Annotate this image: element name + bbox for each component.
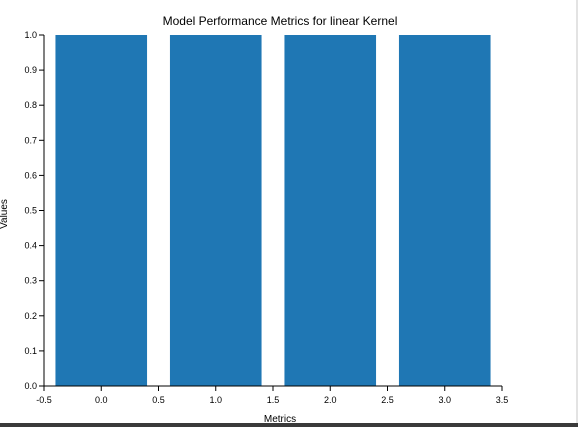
x-axis: -0.5 0.0 0.5 1.0 1.5 2.0 2.5 3.0 3.5 [36, 385, 509, 405]
y-tick-label-10: 1.0 [24, 30, 37, 40]
y-tick-label-0: 0.0 [24, 381, 37, 391]
x-axis-label: Metrics [264, 414, 296, 425]
y-tick-label-7: 0.7 [24, 135, 37, 145]
y-tick-label-5: 0.5 [24, 206, 37, 216]
bars-group [55, 35, 491, 386]
y-axis: 0.0 0.1 0.2 0.3 0.4 0.5 0.6 0.7 0.8 0.9 1.0 [24, 30, 45, 391]
y-tick-label-3: 0.3 [24, 276, 37, 286]
x-tick-label-0: -0.5 [36, 395, 52, 405]
x-tick-label-4: 1.5 [267, 395, 280, 405]
y-tick-label-2: 0.2 [24, 311, 37, 321]
y-axis-label: Values [0, 199, 10, 229]
bar-1 [169, 35, 262, 386]
bar-2 [284, 35, 377, 386]
y-tick-label-6: 0.6 [24, 170, 37, 180]
y-tick-label-9: 0.9 [24, 65, 37, 75]
x-tick-label-7: 3.0 [438, 395, 451, 405]
bar-3 [398, 35, 491, 386]
y-tick-label-4: 0.4 [24, 241, 37, 251]
x-tick-label-8: 3.5 [496, 395, 509, 405]
bar-0 [55, 35, 148, 386]
bottom-bar [0, 423, 578, 427]
x-tick-label-6: 2.5 [381, 395, 394, 405]
y-tick-label-1: 0.1 [24, 346, 37, 356]
x-tick-label-3: 1.0 [209, 395, 222, 405]
chart-title: Model Performance Metrics for linear Ker… [163, 14, 398, 28]
x-tick-label-1: 0.0 [95, 395, 108, 405]
x-tick-label-5: 2.0 [324, 395, 337, 405]
panel-divider [576, 0, 578, 423]
y-tick-label-8: 0.8 [24, 100, 37, 110]
x-tick-label-2: 0.5 [152, 395, 165, 405]
